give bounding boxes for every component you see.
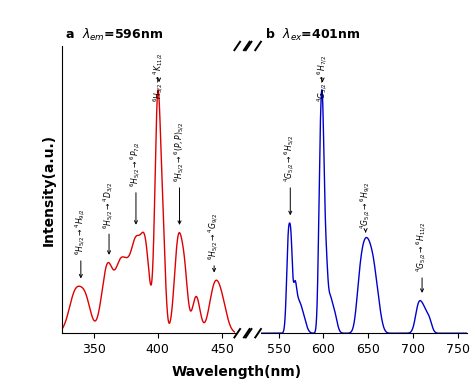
Text: $^6H_{5/2}\rightarrow{}^6P_{7/2}$: $^6H_{5/2}\rightarrow{}^6P_{7/2}$ [129, 141, 143, 224]
Text: a  $\lambda_{em}$=596nm: a $\lambda_{em}$=596nm [65, 27, 164, 43]
Text: Wavelength(nm): Wavelength(nm) [172, 365, 302, 379]
Text: $^6H_{5/2}\rightarrow{}^4K_{11/2}$: $^6H_{5/2}\rightarrow{}^4K_{11/2}$ [152, 52, 166, 102]
Text: $^6H_{5/2}\rightarrow{}^4D_{3/2}$: $^6H_{5/2}\rightarrow{}^4D_{3/2}$ [102, 182, 116, 254]
Text: $^4G_{5/2}\rightarrow{}^6H_{9/2}$: $^4G_{5/2}\rightarrow{}^6H_{9/2}$ [358, 182, 373, 232]
Text: b  $\lambda_{ex}$=401nm: b $\lambda_{ex}$=401nm [265, 27, 360, 43]
Text: $^6H_{5/2}\rightarrow{}^6(P,P)_{5/2}$: $^6H_{5/2}\rightarrow{}^6(P,P)_{5/2}$ [173, 122, 187, 224]
Text: $^6H_{5/2}\rightarrow{}^4H_{9/2}$: $^6H_{5/2}\rightarrow{}^4H_{9/2}$ [74, 208, 88, 278]
Y-axis label: Intensity(a.u.): Intensity(a.u.) [42, 134, 56, 246]
Text: $^6H_{5/2}\rightarrow{}^4G_{9/2}$: $^6H_{5/2}\rightarrow{}^4G_{9/2}$ [207, 213, 221, 272]
Text: $^4G_{5/2}\rightarrow{}^6H_{11/2}$: $^4G_{5/2}\rightarrow{}^6H_{11/2}$ [415, 222, 429, 292]
Text: $^4G_{5/2}\rightarrow{}^6H_{7/2}$: $^4G_{5/2}\rightarrow{}^6H_{7/2}$ [316, 55, 329, 102]
Text: $^4G_{5/2}\rightarrow{}^6H_{5/2}$: $^4G_{5/2}\rightarrow{}^6H_{5/2}$ [283, 135, 297, 214]
